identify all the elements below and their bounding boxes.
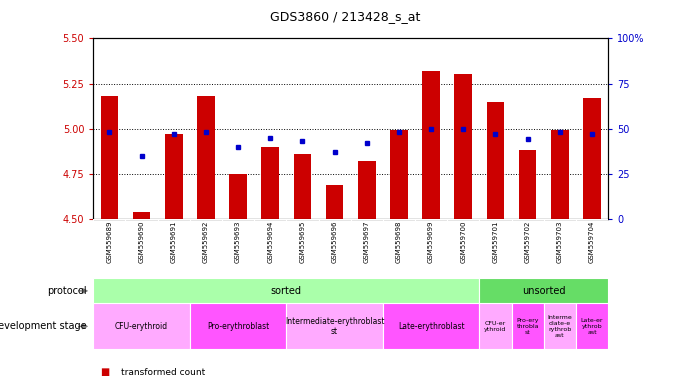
Bar: [133, 212, 151, 219]
Text: GSM559703: GSM559703: [557, 221, 562, 263]
Text: CFU-er
ythroid: CFU-er ythroid: [484, 321, 507, 332]
Text: GSM559697: GSM559697: [363, 221, 370, 263]
Text: GSM559700: GSM559700: [460, 221, 466, 263]
Text: Late-er
ythrob
ast: Late-er ythrob ast: [580, 318, 603, 335]
Text: Pro-ery
throbla
st: Pro-ery throbla st: [516, 318, 539, 335]
Bar: [165, 134, 182, 219]
Text: GSM559692: GSM559692: [203, 221, 209, 263]
Bar: [455, 74, 472, 219]
Text: GSM559702: GSM559702: [524, 221, 531, 263]
Bar: [358, 161, 376, 219]
Text: GSM559701: GSM559701: [493, 221, 498, 263]
Bar: [551, 131, 569, 219]
Text: transformed count: transformed count: [121, 368, 205, 377]
Text: GSM559696: GSM559696: [332, 221, 338, 263]
Text: GSM559690: GSM559690: [139, 221, 144, 263]
Bar: [93, 303, 190, 349]
Bar: [422, 71, 440, 219]
Text: GSM559704: GSM559704: [589, 221, 595, 263]
Text: ■: ■: [100, 367, 109, 377]
Bar: [190, 303, 286, 349]
Text: GDS3860 / 213428_s_at: GDS3860 / 213428_s_at: [270, 10, 421, 23]
Bar: [294, 154, 311, 219]
Text: Intermediate-erythroblast
st: Intermediate-erythroblast st: [285, 317, 384, 336]
Text: unsorted: unsorted: [522, 286, 565, 296]
Bar: [519, 150, 536, 219]
Bar: [93, 278, 480, 303]
Text: GSM559695: GSM559695: [299, 221, 305, 263]
Text: Pro-erythroblast: Pro-erythroblast: [207, 322, 269, 331]
Bar: [100, 96, 118, 219]
Bar: [480, 303, 511, 349]
Bar: [383, 303, 480, 349]
Text: development stage: development stage: [0, 321, 86, 331]
Bar: [576, 303, 608, 349]
Text: protocol: protocol: [47, 286, 86, 296]
Bar: [325, 185, 343, 219]
Text: CFU-erythroid: CFU-erythroid: [115, 322, 168, 331]
Text: Interme
diate-e
rythrob
ast: Interme diate-e rythrob ast: [547, 315, 572, 338]
Text: GSM559689: GSM559689: [106, 221, 113, 263]
Bar: [480, 278, 608, 303]
Bar: [511, 303, 544, 349]
Text: sorted: sorted: [271, 286, 302, 296]
Bar: [261, 147, 279, 219]
Bar: [486, 101, 504, 219]
Text: GSM559698: GSM559698: [396, 221, 402, 263]
Bar: [197, 96, 215, 219]
Text: GSM559699: GSM559699: [428, 221, 434, 263]
Text: Late-erythroblast: Late-erythroblast: [398, 322, 464, 331]
Text: GSM559691: GSM559691: [171, 221, 177, 263]
Bar: [544, 303, 576, 349]
Text: GSM559693: GSM559693: [235, 221, 241, 263]
Bar: [229, 174, 247, 219]
Bar: [390, 131, 408, 219]
Bar: [286, 303, 383, 349]
Bar: [583, 98, 601, 219]
Text: GSM559694: GSM559694: [267, 221, 273, 263]
